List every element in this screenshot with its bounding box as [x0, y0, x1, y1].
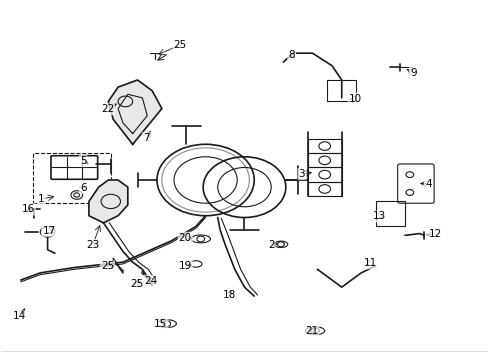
Text: 13: 13	[372, 211, 386, 221]
Bar	[307, 167, 341, 182]
Text: 25: 25	[101, 261, 114, 271]
Text: 5: 5	[80, 156, 86, 166]
Bar	[375, 202, 404, 226]
Text: 21: 21	[305, 326, 318, 336]
Text: 2: 2	[267, 240, 274, 250]
Text: 8: 8	[288, 50, 294, 60]
Polygon shape	[108, 80, 162, 144]
Text: 4: 4	[424, 179, 431, 189]
Text: 18: 18	[222, 290, 235, 300]
Text: 17: 17	[42, 226, 56, 236]
Text: 1: 1	[38, 194, 44, 204]
Text: 11: 11	[363, 258, 376, 268]
Bar	[307, 139, 341, 153]
Text: 25: 25	[130, 279, 143, 289]
Text: 3: 3	[298, 169, 305, 179]
Text: 22: 22	[101, 104, 114, 114]
Text: 23: 23	[86, 240, 99, 250]
Text: 7: 7	[142, 133, 149, 143]
Text: 9: 9	[409, 68, 416, 78]
Text: 6: 6	[80, 183, 86, 193]
Bar	[326, 80, 356, 102]
Text: 15: 15	[154, 319, 167, 329]
Bar	[307, 182, 341, 196]
Text: 14: 14	[13, 311, 26, 321]
Text: 10: 10	[348, 94, 361, 104]
Text: 19: 19	[178, 261, 191, 271]
Polygon shape	[89, 180, 127, 223]
Bar	[307, 153, 341, 167]
Text: 20: 20	[178, 233, 191, 243]
Text: 12: 12	[427, 229, 441, 239]
Text: 16: 16	[21, 204, 35, 214]
Text: 25: 25	[173, 40, 186, 50]
Text: 24: 24	[144, 276, 158, 286]
Bar	[33, 153, 111, 203]
